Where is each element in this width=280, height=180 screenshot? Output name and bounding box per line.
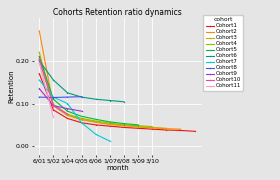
- Cohort4: [80, 117, 83, 120]
- Line: Cohort5: Cohort5: [39, 56, 139, 126]
- Cohort5: [94, 118, 97, 120]
- Line: Cohort1: Cohort1: [39, 73, 195, 132]
- Cohort7: [94, 133, 97, 135]
- Cohort2: [52, 105, 55, 107]
- Line: Cohort3: Cohort3: [39, 51, 167, 129]
- Cohort3: [66, 114, 69, 116]
- Cohort5: [136, 124, 140, 126]
- Cohort3: [151, 126, 154, 129]
- Cohort5: [66, 110, 69, 112]
- Cohort3: [136, 125, 140, 128]
- Cohort2: [38, 30, 41, 32]
- Line: Cohort10: Cohort10: [39, 58, 68, 115]
- Cohort5: [122, 123, 126, 125]
- Line: Cohort9: Cohort9: [39, 88, 82, 112]
- Cohort6: [122, 101, 126, 103]
- Cohort9: [52, 105, 55, 107]
- Cohort1: [80, 122, 83, 124]
- Cohort6: [38, 60, 41, 62]
- Cohort2: [122, 125, 126, 127]
- Cohort11: [52, 116, 55, 118]
- Cohort5: [108, 121, 111, 123]
- Cohort8: [38, 96, 41, 98]
- Y-axis label: Retention: Retention: [8, 70, 14, 103]
- Cohort4: [52, 103, 55, 105]
- Cohort1: [108, 125, 111, 127]
- Cohort7: [38, 79, 41, 81]
- Cohort1: [193, 130, 196, 132]
- Cohort5: [52, 98, 55, 100]
- Cohort10: [38, 58, 41, 60]
- Cohort2: [94, 121, 97, 123]
- Cohort3: [80, 118, 83, 120]
- Cohort4: [38, 60, 41, 62]
- Cohort1: [52, 109, 55, 111]
- Title: Cohorts Retention ratio dynamics: Cohorts Retention ratio dynamics: [53, 8, 182, 17]
- Cohort1: [122, 126, 126, 129]
- Cohort9: [80, 110, 83, 112]
- Line: Cohort6: Cohort6: [39, 60, 125, 102]
- Cohort1: [179, 129, 182, 132]
- Line: Cohort2: Cohort2: [39, 30, 181, 130]
- Line: Cohort7: Cohort7: [39, 79, 111, 142]
- Cohort2: [165, 128, 168, 130]
- Cohort6: [94, 98, 97, 100]
- Cohort1: [136, 127, 140, 129]
- Cohort7: [52, 96, 55, 98]
- Cohort6: [52, 79, 55, 81]
- Cohort1: [66, 117, 69, 120]
- Cohort2: [66, 114, 69, 117]
- Cohort7: [66, 102, 69, 105]
- Line: Cohort11: Cohort11: [39, 62, 54, 118]
- Cohort4: [108, 122, 111, 124]
- Cohort7: [108, 140, 111, 142]
- Cohort3: [52, 105, 55, 107]
- Cohort2: [136, 126, 140, 128]
- Cohort6: [108, 99, 111, 102]
- Cohort4: [66, 113, 69, 115]
- Cohort3: [94, 121, 97, 123]
- Cohort3: [108, 123, 111, 125]
- Cohort2: [108, 123, 111, 125]
- Cohort10: [66, 113, 69, 115]
- Cohort11: [38, 62, 41, 64]
- Cohort1: [94, 124, 97, 126]
- Cohort7: [80, 122, 83, 124]
- Cohort6: [80, 96, 83, 98]
- Cohort5: [38, 55, 41, 58]
- Cohort2: [151, 127, 154, 129]
- Cohort4: [151, 125, 154, 128]
- Cohort2: [80, 119, 83, 121]
- Cohort3: [38, 51, 41, 53]
- Cohort3: [122, 124, 126, 126]
- Line: Cohort4: Cohort4: [39, 60, 153, 127]
- Cohort3: [165, 127, 168, 129]
- Cohort8: [52, 96, 55, 99]
- Cohort5: [80, 115, 83, 117]
- Cohort1: [151, 128, 154, 130]
- Cohort4: [122, 124, 126, 126]
- Cohort2: [179, 128, 182, 130]
- Line: Cohort8: Cohort8: [39, 96, 82, 98]
- Cohort6: [66, 92, 69, 94]
- X-axis label: month: month: [106, 165, 129, 171]
- Cohort9: [66, 107, 69, 110]
- Cohort1: [165, 129, 168, 131]
- Cohort1: [38, 73, 41, 75]
- Cohort10: [52, 105, 55, 107]
- Cohort9: [38, 87, 41, 90]
- Cohort8: [80, 96, 83, 98]
- Legend: Cohort1, Cohort2, Cohort3, Cohort4, Cohort5, Cohort6, Cohort7, Cohort8, Cohort9,: Cohort1, Cohort2, Cohort3, Cohort4, Coho…: [203, 15, 243, 91]
- Cohort8: [66, 96, 69, 98]
- Cohort4: [136, 125, 140, 127]
- Cohort4: [94, 120, 97, 122]
